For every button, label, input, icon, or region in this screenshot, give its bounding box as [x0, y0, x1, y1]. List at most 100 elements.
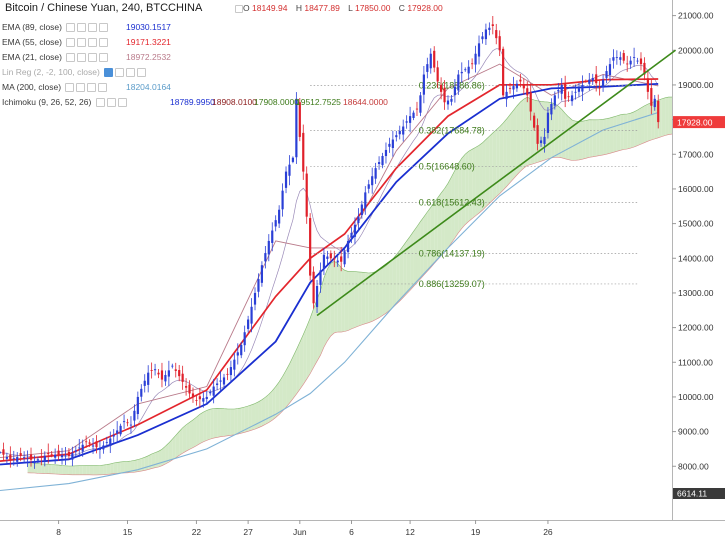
ichimoku-cloud-segment — [282, 370, 287, 412]
ichimoku-cloud-segment — [65, 465, 69, 475]
time-tick-label: 26 — [543, 527, 553, 537]
ema-89-line — [0, 83, 659, 466]
ichimoku-cloud-segment — [382, 265, 386, 316]
candle-body — [305, 173, 308, 217]
candle-body — [116, 430, 119, 434]
price-tick-label: 10000.00 — [678, 392, 714, 402]
candle-body — [67, 451, 71, 456]
ichimoku-cloud-segment — [117, 461, 121, 474]
support-trendline — [316, 49, 676, 317]
candle-body — [567, 96, 570, 98]
ichimoku-cloud-segment — [361, 272, 366, 325]
ema-55-line — [0, 78, 659, 462]
candle-body — [536, 125, 539, 144]
candle-body — [95, 441, 98, 448]
ichimoku-cloud-segment — [468, 149, 473, 222]
ichimoku-cloud-segment — [520, 99, 524, 172]
ichimoku-cloud-segment — [106, 463, 111, 475]
time-tick-label: 6 — [349, 527, 354, 537]
candle-body — [626, 63, 629, 65]
candle-body — [160, 370, 164, 380]
candle-body — [43, 455, 46, 462]
candle-body — [267, 240, 270, 255]
candle-body — [198, 396, 201, 400]
ichimoku-cloud-segment — [41, 463, 45, 474]
candle-body — [195, 400, 198, 401]
ichimoku-cloud-segment — [596, 119, 600, 157]
candle-body — [78, 447, 81, 449]
ichimoku-cloud-segment — [644, 104, 648, 143]
ichimoku-cloud-segment — [651, 101, 655, 141]
ichimoku-cloud-segment — [510, 110, 514, 183]
ichimoku-cloud-segment — [368, 272, 373, 323]
candle-body — [346, 240, 350, 253]
ichimoku-cloud-segment — [330, 261, 335, 337]
ichimoku-cloud-segment — [268, 390, 273, 423]
ichimoku-cloud-segment — [258, 399, 262, 428]
candle-body — [481, 36, 484, 40]
candle-body — [281, 190, 284, 210]
candle-body — [298, 102, 301, 137]
candle-body — [364, 192, 367, 209]
ichimoku-cloud-segment — [168, 439, 173, 463]
candle-body — [601, 79, 605, 87]
ichimoku-cloud-segment — [68, 465, 73, 475]
candle-body — [181, 373, 184, 382]
candle-body — [112, 435, 115, 437]
ichimoku-cloud-segment — [348, 271, 352, 331]
candle-body — [529, 92, 532, 112]
ichimoku-cloud-segment — [148, 454, 152, 470]
ichimoku-cloud-segment — [96, 465, 100, 475]
ichimoku-cloud-segment — [210, 408, 214, 440]
price-tick-label: 16000.00 — [678, 184, 714, 194]
candle-body — [515, 83, 519, 89]
ichimoku-cloud-segment — [89, 465, 94, 475]
candle-body — [81, 444, 84, 452]
ichimoku-cloud-segment — [592, 119, 597, 157]
ichimoku-cloud-segment — [606, 117, 610, 155]
candle-body — [16, 457, 19, 462]
ichimoku-cloud-segment — [627, 113, 631, 149]
candle-body — [419, 95, 422, 113]
ichimoku-cloud-segment — [416, 221, 421, 283]
candle-body — [167, 370, 170, 377]
ichimoku-cloud-segment — [289, 356, 293, 404]
candle-body — [384, 149, 388, 157]
candle-body — [250, 306, 253, 324]
candle-body — [564, 84, 567, 99]
candle-body — [5, 457, 8, 459]
ichimoku-cloud-segment — [461, 154, 466, 229]
ichimoku-conversion-line — [0, 48, 659, 458]
candle-body — [295, 98, 298, 158]
candle-body — [443, 87, 446, 103]
candle-body — [570, 95, 574, 102]
ichimoku-cloud-segment — [86, 465, 90, 475]
ichimoku-cloud-segment — [537, 100, 542, 163]
candle-body — [415, 108, 419, 110]
price-tick-label: 14000.00 — [678, 253, 714, 263]
candle-body — [440, 84, 443, 92]
price-tick-label: 17000.00 — [678, 149, 714, 159]
candle-body — [588, 79, 591, 84]
candle-body — [398, 130, 401, 135]
ichimoku-cloud-segment — [227, 408, 231, 436]
ichimoku-cloud-segment — [58, 465, 63, 475]
candle-body — [450, 98, 453, 102]
ichimoku-cloud-segment — [182, 424, 187, 454]
candle-body — [226, 373, 229, 375]
ichimoku-cloud-segment — [31, 462, 35, 474]
ichimoku-cloud-segment — [103, 464, 107, 475]
ichimoku-cloud-segment — [199, 412, 204, 444]
ichimoku-cloud-segment — [72, 465, 76, 475]
ichimoku-cloud-segment — [220, 408, 224, 437]
ichimoku-cloud-segment — [530, 98, 535, 165]
candle-body — [508, 88, 512, 89]
candle-body — [216, 383, 219, 385]
candle-body — [212, 386, 215, 396]
ichimoku-cloud-segment — [448, 176, 452, 248]
candle-body — [577, 88, 581, 92]
ichimoku-cloud-segment — [113, 462, 118, 474]
